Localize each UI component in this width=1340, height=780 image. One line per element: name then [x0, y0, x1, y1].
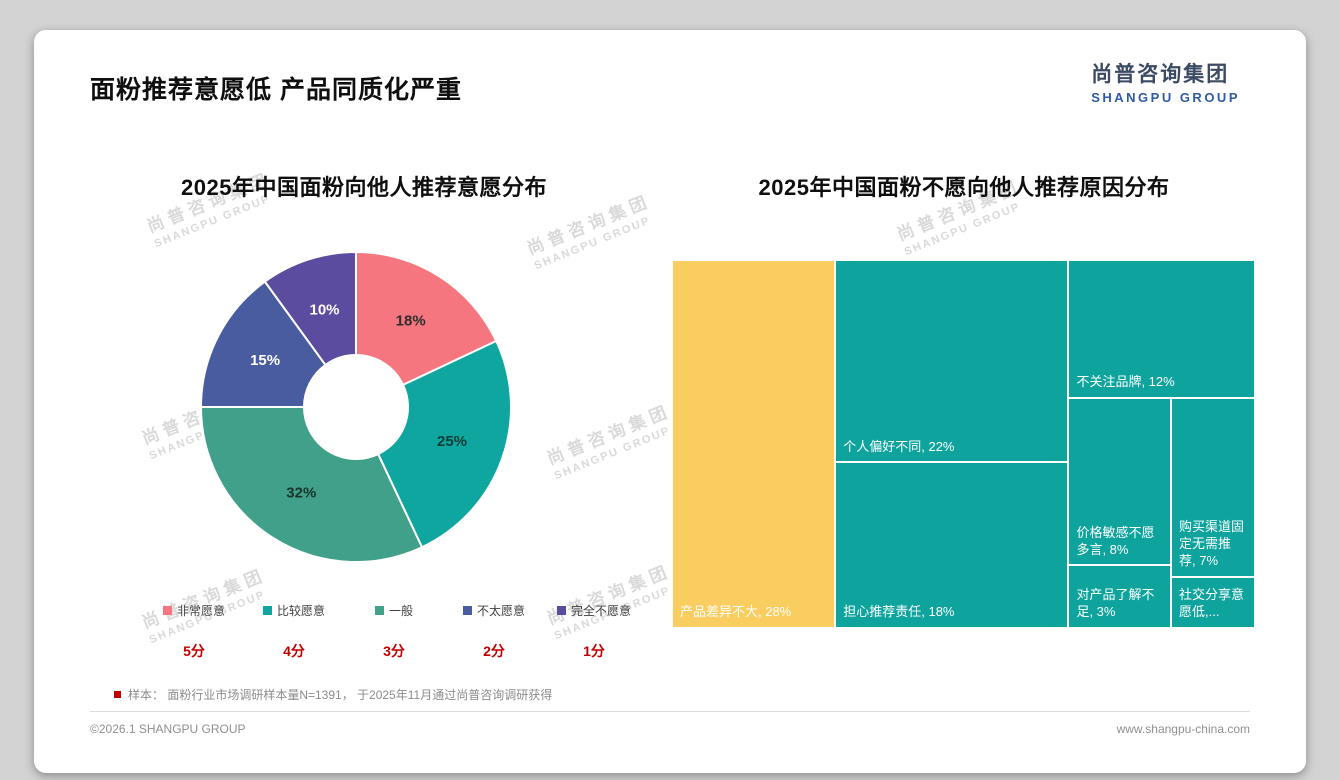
pie-slice-一般	[200, 406, 423, 563]
treemap-cell-label: 价格敏感不愿多言, 8%	[1076, 524, 1155, 557]
legend-label: 一般	[388, 604, 413, 618]
company-logo: 尚普咨询集团 SHANGPU GROUP	[1091, 58, 1240, 105]
watermark-cn-text: 尚普咨询集团	[544, 401, 674, 469]
legend-swatch-icon	[462, 606, 472, 615]
legend-label: 完全不愿意	[570, 604, 631, 618]
donut-svg: 18% 25% 32% 15% 10%	[200, 251, 512, 563]
donut-chart-title: 2025年中国面粉向他人推荐意愿分布	[181, 175, 547, 200]
watermark-en-text: SHANGPU GROUP	[902, 200, 1023, 259]
treemap-cell-价格敏感不愿多言: 价格敏感不愿多言, 8%	[1068, 398, 1172, 566]
treemap-cell-label: 购买渠道固定无需推荐, 7%	[1179, 519, 1245, 568]
legend-swatch-icon	[374, 606, 384, 615]
treemap-cell-label: 对产品了解不足, 3%	[1076, 587, 1155, 620]
footer-copyright: ©2026.1 SHANGPU GROUP	[90, 722, 246, 736]
pie-slice-完全不愿意	[263, 251, 357, 366]
footer-website: www.shangpu-china.com	[1116, 722, 1250, 736]
legend-item-完全不愿意: 完全不愿意	[544, 602, 644, 619]
treemap-chart: 产品差异不大, 28% 个人偏好不同, 22% 担心推荐责任, 18% 不关注品牌, …	[672, 260, 1255, 628]
pie-value-label: 10%	[309, 302, 339, 319]
treemap-cell-label: 不关注品牌, 12%	[1076, 374, 1175, 390]
pie-slice-比较愿意	[377, 340, 512, 549]
treemap-cell-label: 担心推荐责任, 18%	[843, 604, 955, 620]
treemap-chart-title: 2025年中国面粉不愿向他人推荐原因分布	[758, 175, 1170, 200]
legend-score: 5分	[183, 643, 205, 659]
page-title: 面粉推荐意愿低 产品同质化严重	[90, 76, 462, 104]
legend-item-不太愿意: 不太愿意	[444, 602, 544, 619]
sample-note-text: 样本： 面粉行业市场调研样本量N=1391， 于2025年11月通过尚普咨询调研…	[128, 688, 553, 702]
treemap-cell-对产品了解不足: 对产品了解不足, 3%	[1068, 565, 1172, 628]
legend-swatch-icon	[556, 606, 566, 615]
treemap-cell-不关注品牌: 不关注品牌, 12%	[1068, 260, 1255, 398]
legend-swatch-icon	[162, 606, 172, 615]
legend-score: 1分	[583, 643, 605, 659]
treemap-cell-个人偏好不同: 个人偏好不同, 22%	[835, 260, 1069, 463]
legend-item-一般: 一般	[344, 602, 444, 619]
note-bullet-icon	[114, 691, 121, 698]
treemap-cell-担心推荐责任: 担心推荐责任, 18%	[835, 462, 1069, 628]
logo-cn-text: 尚普咨询集团	[1091, 63, 1230, 86]
pie-slice-不太愿意	[200, 280, 327, 408]
donut-chart: 18% 25% 32% 15% 10%	[191, 242, 521, 572]
watermark-en-text: SHANGPU GROUP	[552, 424, 673, 483]
legend-label: 不太愿意	[476, 604, 525, 618]
legend-score: 2分	[483, 643, 505, 659]
treemap-cell-社交分享意愿低: 社交分享意愿低,...	[1171, 576, 1255, 628]
treemap-cell-label: 个人偏好不同, 22%	[843, 438, 955, 454]
logo-en-text: SHANGPU GROUP	[1091, 90, 1240, 105]
donut-legend: 非常愿意 比较愿意 一般 不太愿意 完全不愿意 5分 4分 3分 2分 1分	[144, 602, 644, 661]
watermark-en-text: SHANGPU GROUP	[532, 214, 653, 273]
legend-label: 非常愿意	[176, 604, 225, 618]
pie-value-label: 25%	[437, 433, 467, 450]
legend-item-比较愿意: 比较愿意	[244, 602, 344, 619]
pie-value-label: 18%	[396, 312, 426, 329]
slide-card: 尚普咨询集团 SHANGPU GROUP 尚普咨询集团 SHANGPU GROUP 尚普…	[34, 30, 1306, 773]
pie-value-label: 15%	[250, 352, 280, 369]
footer-bar: ©2026.1 SHANGPU GROUP www.shangpu-china.…	[90, 722, 1250, 736]
legend-score: 3分	[383, 643, 405, 659]
pie-value-label: 32%	[286, 485, 316, 502]
treemap-cell-label: 产品差异不大, 28%	[680, 604, 792, 620]
treemap-cell-产品差异不大: 产品差异不大, 28%	[672, 260, 836, 628]
pie-slice-非常愿意	[355, 251, 498, 386]
footer-divider	[90, 711, 1250, 712]
sample-note: 样本： 面粉行业市场调研样本量N=1391， 于2025年11月通过尚普咨询调研…	[114, 686, 552, 703]
legend-item-非常愿意: 非常愿意	[144, 602, 244, 619]
legend-label: 比较愿意	[276, 604, 325, 618]
legend-swatch-icon	[262, 606, 272, 615]
treemap-cell-购买渠道固定无需推荐: 购买渠道固定无需推荐, 7%	[1171, 398, 1255, 577]
legend-score: 4分	[283, 643, 305, 659]
treemap-cell-label: 社交分享意愿低,...	[1179, 587, 1245, 620]
